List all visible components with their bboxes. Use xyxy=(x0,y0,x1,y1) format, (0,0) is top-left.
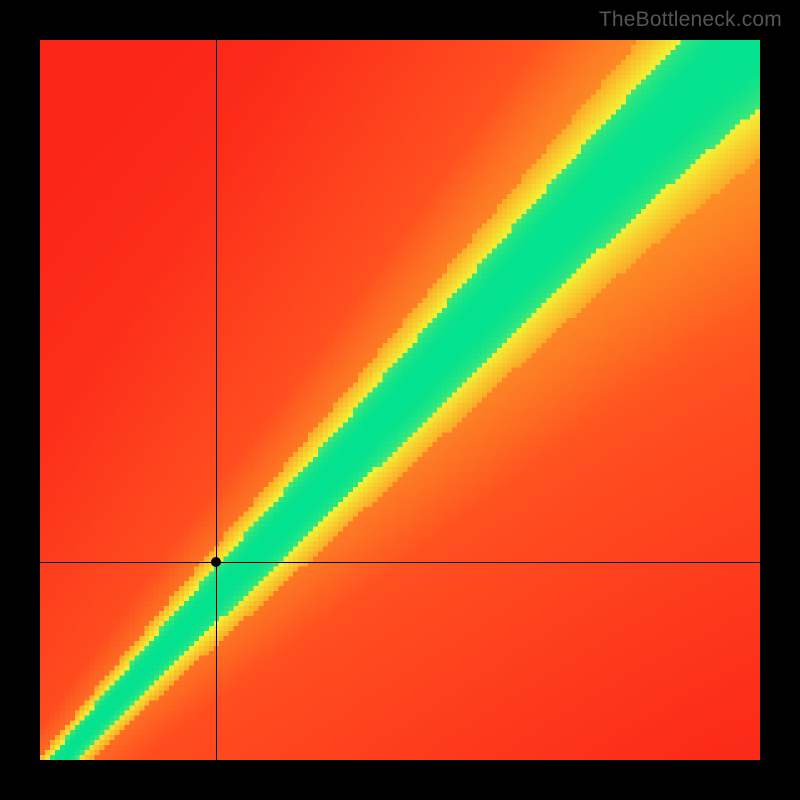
watermark-text: TheBottleneck.com xyxy=(599,8,782,32)
data-point-marker xyxy=(211,557,221,567)
crosshair-horizontal xyxy=(40,562,760,563)
crosshair-vertical xyxy=(216,40,217,760)
heatmap-plot xyxy=(40,40,760,760)
heatmap-canvas xyxy=(40,40,760,760)
